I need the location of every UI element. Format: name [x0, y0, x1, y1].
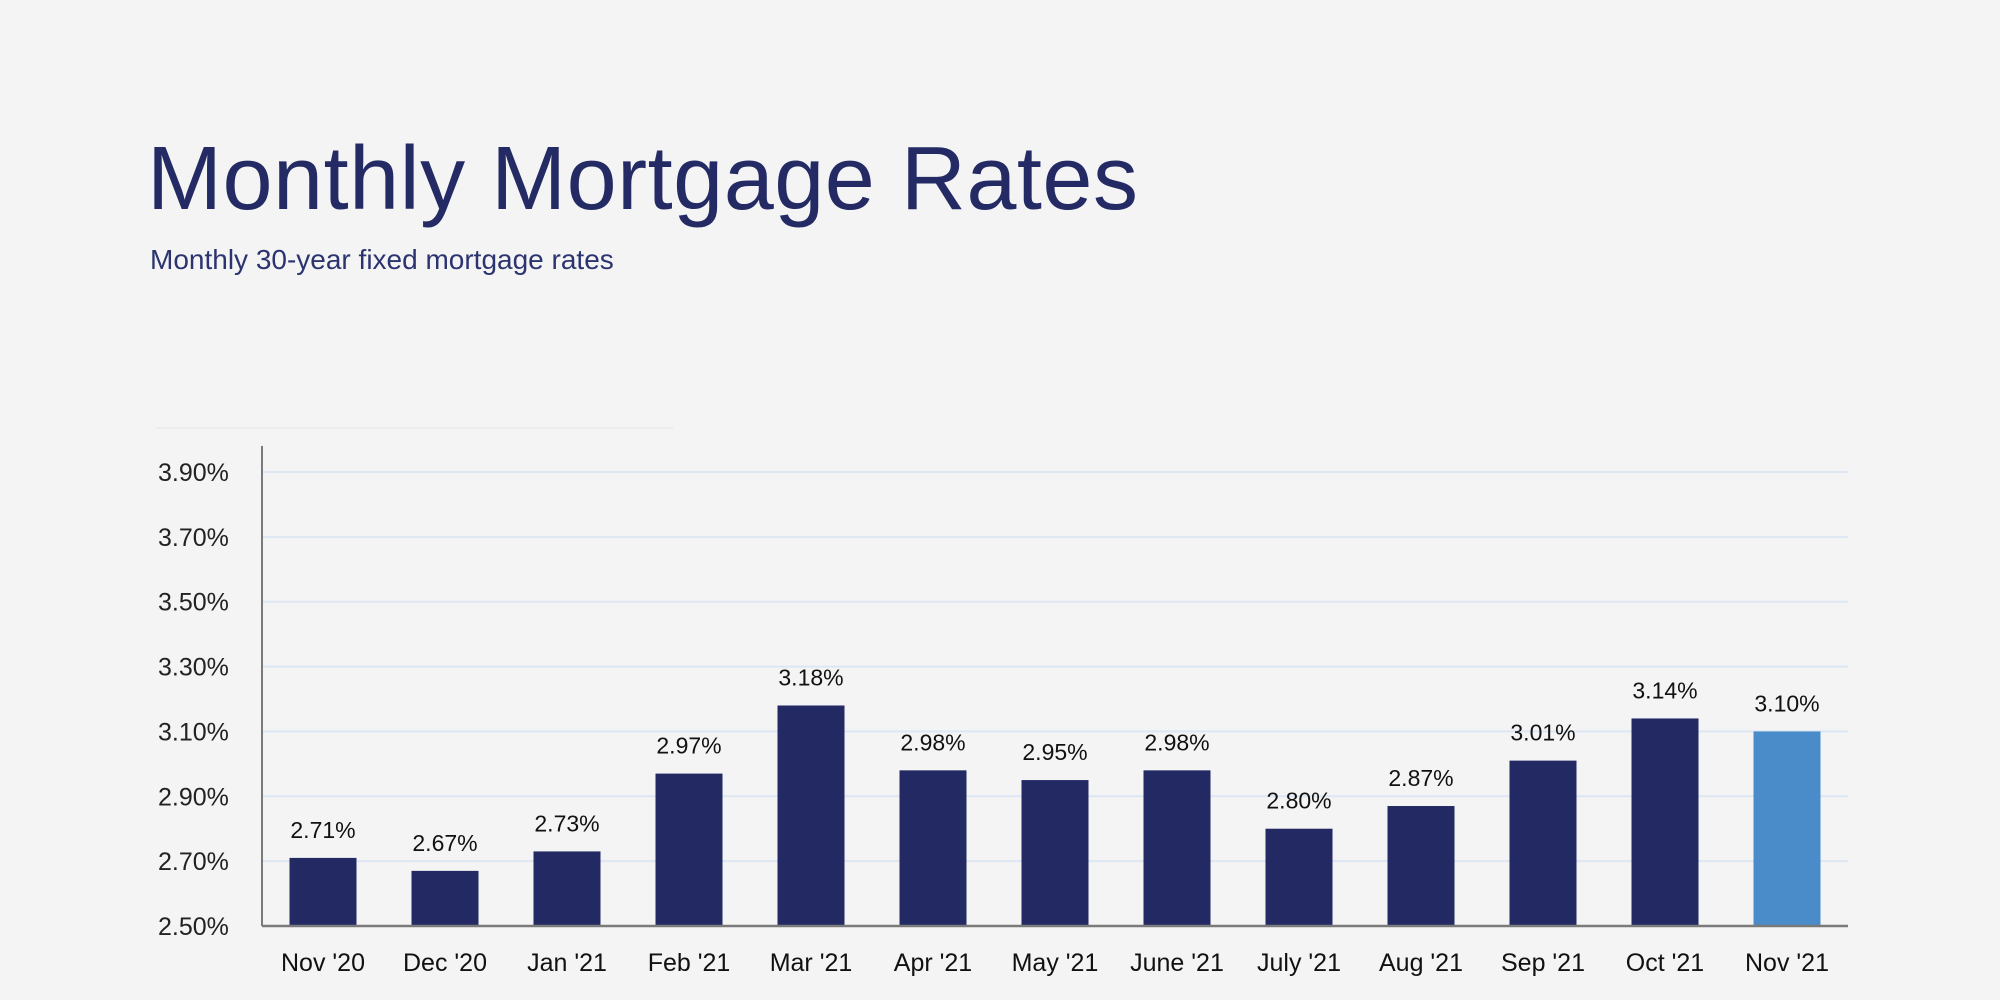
data-label: 2.98%: [1144, 729, 1209, 755]
bar: [289, 857, 357, 926]
y-tick-label: 3.70%: [158, 524, 229, 552]
bar: [411, 870, 479, 926]
x-tick-label: Apr '21: [894, 949, 972, 977]
data-label: 2.95%: [1022, 739, 1087, 765]
y-tick-label: 2.50%: [158, 913, 229, 941]
bar: [1143, 770, 1211, 926]
data-label: 3.18%: [778, 664, 843, 690]
bar: [533, 851, 601, 926]
x-tick-label: June '21: [1130, 949, 1224, 977]
x-tick-label: Mar '21: [770, 949, 853, 977]
data-label: 3.01%: [1510, 720, 1575, 746]
bar: [1387, 806, 1455, 926]
data-label: 2.97%: [656, 733, 721, 759]
chart-subtitle: Monthly 30-year fixed mortgage rates: [150, 244, 614, 275]
bar: [777, 705, 845, 926]
bar: [1021, 780, 1089, 926]
data-label: 3.14%: [1632, 677, 1697, 703]
bar: [1631, 718, 1699, 926]
data-label: 2.87%: [1388, 765, 1453, 791]
bar: [1509, 760, 1577, 926]
y-tick-label: 3.30%: [158, 654, 229, 682]
x-tick-label: Dec '20: [403, 949, 487, 977]
bar: [655, 773, 723, 926]
x-tick-label: Aug '21: [1379, 949, 1463, 977]
x-tick-label: Jan '21: [527, 949, 607, 977]
data-label: 2.73%: [534, 810, 599, 836]
data-label: 2.98%: [900, 729, 965, 755]
x-tick-label: Nov '21: [1745, 949, 1829, 977]
x-tick-label: Nov '20: [281, 949, 365, 977]
data-label: 2.80%: [1266, 788, 1331, 814]
y-tick-label: 2.90%: [158, 783, 229, 811]
y-tick-label: 3.50%: [158, 589, 229, 617]
y-tick-label: 3.10%: [158, 718, 229, 746]
x-tick-label: July '21: [1257, 949, 1341, 977]
x-tick-label: Oct '21: [1626, 949, 1704, 977]
data-label: 2.71%: [290, 817, 355, 843]
x-tick-label: May '21: [1012, 949, 1099, 977]
y-tick-label: 2.70%: [158, 848, 229, 876]
y-tick-label: 3.90%: [158, 459, 229, 487]
bar: [1265, 828, 1333, 926]
chart-title: Monthly Mortgage Rates: [147, 129, 1139, 229]
x-tick-label: Sep '21: [1501, 949, 1585, 977]
bar: [899, 770, 967, 926]
x-tick-label: Feb '21: [648, 949, 731, 977]
data-label: 3.10%: [1754, 690, 1819, 716]
bar: [1753, 731, 1821, 926]
data-label: 2.67%: [412, 830, 477, 856]
